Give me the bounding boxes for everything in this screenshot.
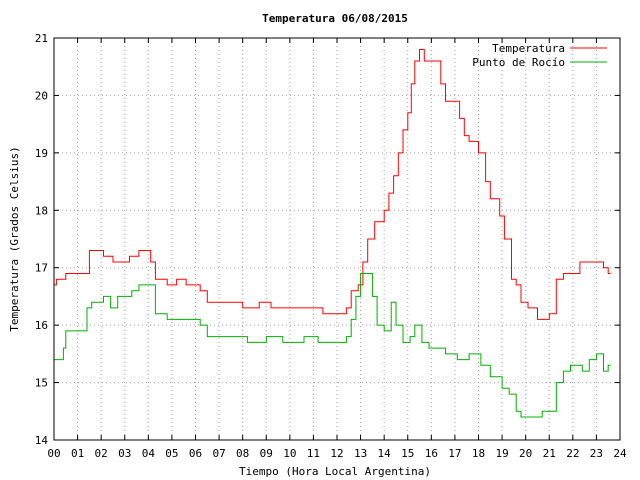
- x-axis-label: Tiempo (Hora Local Argentina): [239, 465, 431, 478]
- legend-label-temperatura: Temperatura: [492, 42, 565, 55]
- x-tick-label: 18: [472, 447, 485, 460]
- series-line-punto-de-rocio: [54, 273, 611, 418]
- y-tick-label: 14: [35, 434, 49, 447]
- x-tick-label: 14: [378, 447, 392, 460]
- x-tick-label: 15: [401, 447, 414, 460]
- axis-ticks: [53, 37, 621, 441]
- x-tick-label: 05: [165, 447, 178, 460]
- grid: [54, 38, 620, 440]
- legend: Temperatura Punto de Rocío: [472, 42, 607, 69]
- x-tick-label: 00: [47, 447, 60, 460]
- x-tick-label: 03: [118, 447, 131, 460]
- y-tick-label: 18: [35, 204, 48, 217]
- x-tick-label: 24: [613, 447, 627, 460]
- x-tick-label: 04: [142, 447, 156, 460]
- x-tick-label: 08: [236, 447, 249, 460]
- x-tick-label: 20: [519, 447, 532, 460]
- x-tick-label: 10: [283, 447, 296, 460]
- y-axis-label: Temperatura (Grados Celsius): [8, 146, 21, 331]
- y-tick-label: 19: [35, 147, 48, 160]
- x-tick-label: 22: [566, 447, 579, 460]
- tick-labels: 00 01 02 03 04 05 06 07 08 09 10 11 12 13 14 15 16 17 18 19…: [35, 32, 627, 460]
- x-tick-label: 12: [330, 447, 343, 460]
- y-tick-label: 20: [35, 89, 48, 102]
- x-tick-label: 19: [495, 447, 508, 460]
- y-tick-label: 15: [35, 377, 48, 390]
- series-line-temperatura: [54, 49, 611, 320]
- x-tick-label: 11: [307, 447, 320, 460]
- x-tick-label: 17: [448, 447, 461, 460]
- x-tick-label: 21: [543, 447, 556, 460]
- x-tick-label: 13: [354, 447, 367, 460]
- y-tick-label: 21: [35, 32, 48, 45]
- x-tick-label: 06: [189, 447, 202, 460]
- y-tick-label: 17: [35, 262, 48, 275]
- legend-label-punto-de-rocio: Punto de Rocío: [472, 56, 565, 69]
- x-tick-label: 07: [212, 447, 225, 460]
- x-tick-label: 02: [95, 447, 108, 460]
- x-tick-label: 16: [425, 447, 438, 460]
- series-lines: [54, 49, 611, 418]
- x-tick-label: 01: [71, 447, 84, 460]
- x-tick-label: 09: [260, 447, 273, 460]
- y-tick-label: 16: [35, 319, 48, 332]
- x-tick-label: 23: [590, 447, 603, 460]
- chart-title: Temperatura 06/08/2015: [262, 12, 408, 25]
